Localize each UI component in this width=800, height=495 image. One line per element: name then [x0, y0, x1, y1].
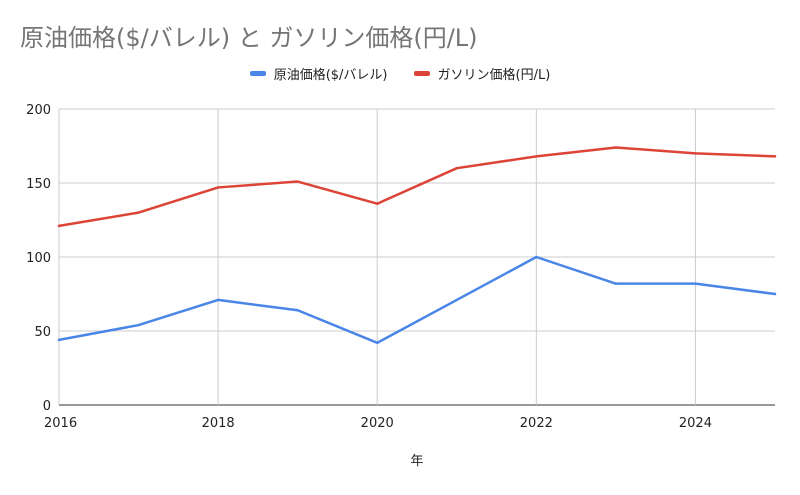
chart-title: 原油価格($/バレル) と ガソリン価格(円/L)	[20, 24, 478, 52]
data-point-0-2018	[216, 298, 220, 302]
data-point-0-2025	[773, 292, 777, 296]
data-point-0-2024	[694, 282, 697, 285]
legend-label-crude-oil: 原油価格($/バレル)	[273, 68, 388, 83]
tick-labels: 0 50 100 150 200 2016 2018 2020 2022 2024	[26, 103, 712, 431]
data-point-1-2022	[535, 155, 538, 158]
data-point-1-2018	[216, 186, 220, 189]
series-line-1	[57, 146, 777, 228]
legend-label-gasoline: ガソリン価格(円/L)	[437, 68, 551, 83]
data-point-0-2017	[137, 323, 140, 327]
x-axis-title: 年	[410, 454, 423, 469]
legend-swatch-crude-oil	[249, 71, 266, 76]
y-tick-label-0: 0	[43, 399, 51, 414]
legend-item-gasoline[interactable]: ガソリン価格(円/L)	[413, 64, 551, 83]
x-tick-label-2020: 2020	[361, 416, 394, 431]
x-tick-label-2018: 2018	[202, 416, 235, 431]
x-tick-label-2016: 2016	[44, 416, 77, 431]
series-lines	[57, 146, 777, 345]
y-tick-label-150: 150	[26, 177, 51, 192]
y-tick-label-200: 200	[26, 103, 51, 118]
x-tick-label-2024: 2024	[679, 416, 712, 431]
x-tick-label-2022: 2022	[520, 416, 553, 431]
legend: 原油価格($/バレル) ガソリン価格(円/L)	[0, 64, 800, 83]
data-point-0-2019	[296, 309, 299, 312]
data-point-0-2020	[376, 341, 379, 345]
series-line-0	[57, 255, 777, 345]
data-point-0-2022	[535, 255, 538, 259]
data-point-1-2025	[773, 155, 777, 158]
data-point-1-2021	[455, 167, 458, 170]
data-point-1-2023	[614, 146, 618, 149]
data-point-0-2023	[614, 282, 618, 285]
y-tick-label-50: 50	[34, 325, 51, 340]
data-point-1-2024	[694, 152, 697, 155]
data-point-1-2017	[137, 211, 140, 214]
data-point-0-2021	[455, 298, 458, 302]
legend-swatch-gasoline	[413, 71, 430, 76]
data-point-0-2016	[57, 338, 61, 342]
y-tick-label-100: 100	[26, 251, 51, 266]
legend-item-crude-oil[interactable]: 原油価格($/バレル)	[249, 64, 388, 83]
data-point-1-2016	[57, 224, 61, 228]
grid	[58, 108, 775, 406]
data-point-1-2020	[376, 202, 379, 205]
data-point-1-2019	[296, 180, 299, 183]
